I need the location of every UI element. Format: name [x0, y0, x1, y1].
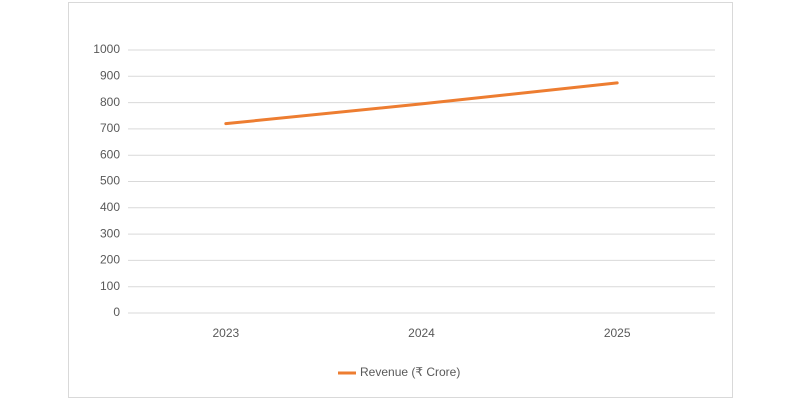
y-tick-label: 100: [100, 279, 120, 293]
y-tick-label: 200: [100, 253, 120, 267]
y-tick-label: 0: [113, 305, 120, 319]
x-tick-label: 2025: [604, 326, 631, 340]
x-tick-label: 2024: [408, 326, 435, 340]
y-tick-label: 300: [100, 226, 120, 240]
y-tick-label: 800: [100, 95, 120, 109]
chart-frame: [68, 2, 733, 398]
y-tick-label: 600: [100, 147, 120, 161]
y-tick-label: 1000: [93, 42, 120, 56]
y-tick-label: 500: [100, 174, 120, 188]
legend-label: Revenue (₹ Crore): [360, 365, 460, 379]
y-tick-label: 400: [100, 200, 120, 214]
y-tick-label: 700: [100, 121, 120, 135]
data-line: [224, 81, 619, 126]
x-tick-label: 2023: [212, 326, 239, 340]
y-tick-label: 900: [100, 68, 120, 82]
